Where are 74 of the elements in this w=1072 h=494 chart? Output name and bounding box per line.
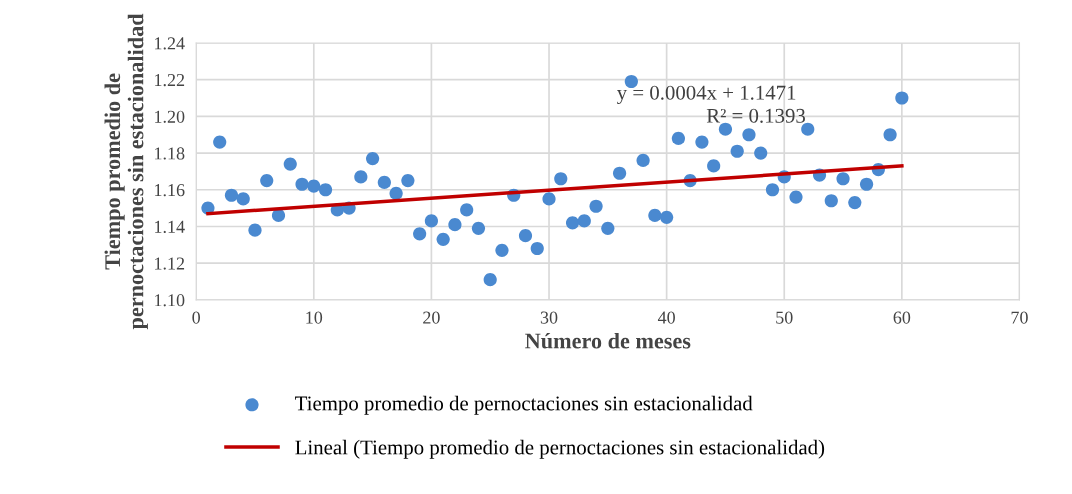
point: [624, 74, 638, 89]
point: [518, 229, 533, 243]
point: [765, 183, 780, 197]
y-tick-label: 1.20: [155, 110, 185, 123]
point: [236, 192, 250, 206]
point: [648, 208, 662, 223]
x-tick-label: 30: [540, 311, 558, 324]
y-tick-label: 1.18: [155, 147, 185, 160]
point: [354, 170, 368, 184]
x-tick-label: 60: [893, 311, 911, 324]
x-tick-label: 10: [306, 311, 323, 324]
point: [483, 273, 497, 287]
point: [613, 166, 627, 180]
point: [271, 208, 286, 223]
point: [565, 216, 580, 230]
point: [318, 183, 333, 197]
x-axis-title: Número de meses: [525, 332, 691, 349]
point: [789, 190, 803, 204]
y-tick-label: 1.16: [155, 184, 185, 197]
point: [636, 153, 650, 167]
y-tick-label: 1.14: [155, 220, 185, 233]
point: [554, 172, 568, 186]
point: [718, 122, 733, 136]
point: [307, 179, 321, 193]
point: [495, 243, 509, 257]
point: [213, 135, 227, 149]
point: [248, 223, 262, 237]
point: [895, 91, 909, 105]
point: [730, 144, 744, 158]
annotation: y = 0.0004x + 1.1471: [617, 85, 796, 104]
point: [471, 221, 486, 235]
point: [848, 196, 862, 210]
point: [260, 174, 274, 188]
point: [530, 241, 544, 256]
point: [707, 159, 721, 173]
point: [601, 221, 615, 235]
point: [295, 177, 309, 191]
point: [801, 122, 815, 136]
point: [589, 199, 603, 213]
y-axis-title: Tiempo promedio de pernoctaciones sin estacionalidad: [104, 13, 148, 330]
legend-label: Tiempo promedio de pernoctaciones sin estacionalidad: [295, 395, 753, 415]
legend-label: Lineal (Tiempo promedio de pernoctaciones sin estacionalidad): [295, 439, 825, 459]
y-tick-label: 1.12: [155, 257, 185, 270]
point: [883, 128, 897, 142]
point: [836, 172, 850, 186]
point: [224, 188, 239, 202]
point: [436, 232, 450, 246]
point: [366, 151, 380, 166]
point: [577, 214, 591, 228]
y-tick-label: 1.24: [155, 37, 185, 50]
point: [695, 135, 709, 149]
point: [660, 210, 674, 224]
x-tick-label: 50: [776, 311, 793, 324]
y-tick-label: 1.10: [155, 294, 185, 307]
point: [859, 177, 874, 191]
point: [754, 146, 768, 160]
point: [401, 174, 415, 188]
point: [424, 214, 438, 228]
annotation: R² = 0.1393: [706, 108, 805, 123]
point: [448, 218, 462, 232]
point: [671, 131, 685, 145]
point: [742, 128, 756, 142]
y-tick-label: 1.22: [155, 73, 185, 87]
point: [413, 227, 427, 241]
x-tick-label: 70: [1011, 311, 1028, 324]
x-tick-label: 0: [192, 311, 200, 324]
x-tick-label: 40: [657, 311, 675, 324]
point: [283, 157, 297, 171]
point: [542, 192, 556, 206]
point: [460, 203, 474, 217]
point: [389, 186, 403, 201]
x-tick-label: 20: [423, 311, 440, 324]
point: [824, 194, 838, 208]
point: [377, 175, 391, 190]
